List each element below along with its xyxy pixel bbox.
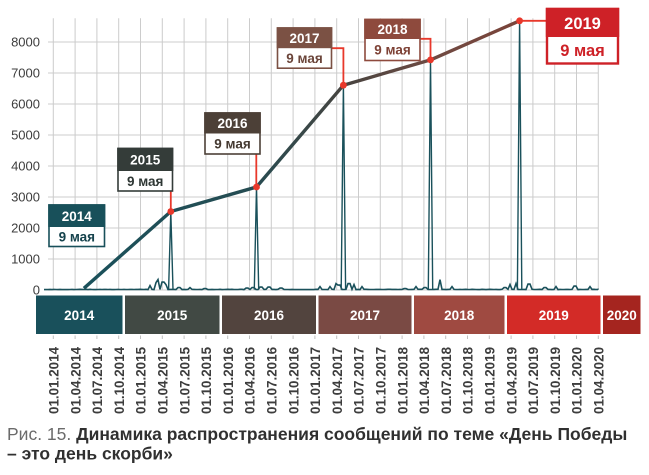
svg-text:2020: 2020 [607, 308, 637, 323]
svg-text:01.07.2017: 01.07.2017 [352, 347, 367, 414]
svg-text:5000: 5000 [11, 128, 40, 143]
svg-text:01.01.2016: 01.01.2016 [221, 347, 236, 414]
svg-text:01.01.2019: 01.01.2019 [483, 347, 498, 414]
svg-text:9 мая: 9 мая [214, 137, 250, 152]
svg-text:6000: 6000 [11, 97, 40, 112]
svg-text:01.07.2016: 01.07.2016 [265, 347, 280, 414]
svg-text:01.10.2018: 01.10.2018 [461, 346, 476, 414]
svg-text:2014: 2014 [62, 209, 93, 224]
svg-text:– это день скорби»: – это день скорби» [7, 444, 173, 464]
svg-text:01.04.2016: 01.04.2016 [243, 347, 258, 414]
svg-text:01.07.2018: 01.07.2018 [439, 346, 454, 414]
svg-text:2018: 2018 [444, 308, 475, 323]
svg-text:01.04.2020: 01.04.2020 [592, 347, 607, 414]
svg-text:2019: 2019 [564, 15, 601, 33]
svg-text:01.04.2015: 01.04.2015 [156, 346, 171, 414]
svg-text:4000: 4000 [11, 159, 40, 174]
svg-text:01.04.2019: 01.04.2019 [504, 347, 519, 414]
svg-text:9 мая: 9 мая [59, 230, 95, 245]
svg-text:8000: 8000 [11, 35, 40, 50]
svg-text:01.01.2014: 01.01.2014 [47, 346, 62, 414]
svg-text:01.01.2017: 01.01.2017 [308, 347, 323, 414]
svg-text:01.01.2015: 01.01.2015 [134, 346, 149, 414]
svg-text:01.07.2014: 01.07.2014 [90, 346, 105, 414]
svg-text:9 мая: 9 мая [286, 51, 322, 66]
svg-text:2017: 2017 [350, 308, 380, 323]
svg-text:01.01.2020: 01.01.2020 [570, 347, 585, 414]
svg-text:2014: 2014 [64, 308, 95, 323]
svg-text:01.04.2017: 01.04.2017 [330, 347, 345, 414]
svg-text:2016: 2016 [254, 308, 285, 323]
svg-text:0: 0 [33, 283, 40, 298]
svg-text:01.10.2017: 01.10.2017 [374, 347, 389, 414]
svg-text:2016: 2016 [217, 116, 248, 131]
svg-text:01.10.2015: 01.10.2015 [199, 346, 214, 414]
svg-text:2015: 2015 [130, 153, 161, 168]
svg-text:9 мая: 9 мая [127, 174, 163, 189]
svg-text:01.01.2018: 01.01.2018 [395, 346, 410, 414]
svg-text:2018: 2018 [377, 22, 408, 37]
svg-text:01.10.2019: 01.10.2019 [548, 347, 563, 414]
svg-text:2019: 2019 [539, 308, 569, 323]
svg-text:Рис. 15. Динамика распростране: Рис. 15. Динамика распространения сообще… [7, 424, 627, 444]
svg-text:2015: 2015 [157, 308, 188, 323]
svg-text:01.04.2018: 01.04.2018 [417, 346, 432, 414]
svg-text:2000: 2000 [11, 221, 40, 236]
svg-text:01.10.2014: 01.10.2014 [112, 346, 127, 414]
svg-text:01.07.2019: 01.07.2019 [526, 347, 541, 414]
svg-text:01.07.2015: 01.07.2015 [177, 346, 192, 414]
svg-text:01.04.2014: 01.04.2014 [68, 346, 83, 414]
svg-text:01.10.2016: 01.10.2016 [286, 347, 301, 414]
svg-text:9 мая: 9 мая [374, 43, 410, 58]
svg-text:1000: 1000 [11, 252, 40, 267]
svg-text:3000: 3000 [11, 190, 40, 205]
svg-text:7000: 7000 [11, 66, 40, 81]
svg-text:9 мая: 9 мая [560, 42, 605, 60]
svg-text:2017: 2017 [289, 31, 319, 46]
